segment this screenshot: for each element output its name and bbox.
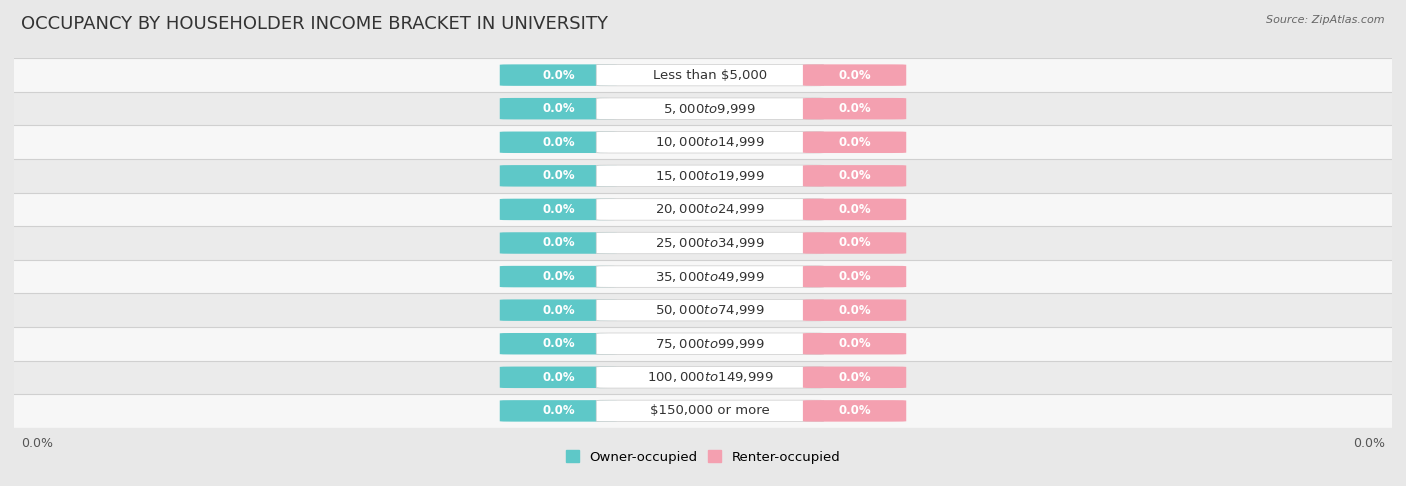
FancyBboxPatch shape	[803, 232, 907, 254]
Bar	[14, 125, 1392, 159]
Text: 0.0%: 0.0%	[838, 102, 870, 115]
Bar	[14, 192, 1392, 226]
Text: 0.0%: 0.0%	[838, 203, 870, 216]
FancyBboxPatch shape	[596, 400, 824, 422]
Text: 0.0%: 0.0%	[541, 404, 575, 417]
FancyBboxPatch shape	[596, 165, 824, 187]
FancyBboxPatch shape	[596, 299, 824, 321]
FancyBboxPatch shape	[803, 132, 907, 153]
FancyBboxPatch shape	[499, 232, 617, 254]
Text: $15,000 to $19,999: $15,000 to $19,999	[655, 169, 765, 183]
Bar	[14, 92, 1392, 125]
FancyBboxPatch shape	[803, 400, 907, 422]
Text: $10,000 to $14,999: $10,000 to $14,999	[655, 135, 765, 149]
Bar	[14, 294, 1392, 327]
FancyBboxPatch shape	[803, 98, 907, 120]
Text: $20,000 to $24,999: $20,000 to $24,999	[655, 203, 765, 216]
Text: Source: ZipAtlas.com: Source: ZipAtlas.com	[1267, 15, 1385, 25]
Text: $25,000 to $34,999: $25,000 to $34,999	[655, 236, 765, 250]
FancyBboxPatch shape	[596, 199, 824, 220]
Text: $50,000 to $74,999: $50,000 to $74,999	[655, 303, 765, 317]
FancyBboxPatch shape	[803, 266, 907, 287]
FancyBboxPatch shape	[499, 165, 617, 187]
FancyBboxPatch shape	[499, 199, 617, 220]
FancyBboxPatch shape	[596, 366, 824, 388]
Bar	[14, 361, 1392, 394]
Text: 0.0%: 0.0%	[838, 270, 870, 283]
FancyBboxPatch shape	[596, 132, 824, 153]
Text: 0.0%: 0.0%	[838, 69, 870, 82]
Text: OCCUPANCY BY HOUSEHOLDER INCOME BRACKET IN UNIVERSITY: OCCUPANCY BY HOUSEHOLDER INCOME BRACKET …	[21, 15, 607, 33]
Text: Less than $5,000: Less than $5,000	[652, 69, 766, 82]
Text: 0.0%: 0.0%	[541, 270, 575, 283]
FancyBboxPatch shape	[596, 64, 824, 86]
FancyBboxPatch shape	[499, 299, 617, 321]
FancyBboxPatch shape	[803, 366, 907, 388]
Text: 0.0%: 0.0%	[541, 136, 575, 149]
FancyBboxPatch shape	[499, 98, 617, 120]
Text: $150,000 or more: $150,000 or more	[650, 404, 769, 417]
Text: 0.0%: 0.0%	[541, 371, 575, 384]
Bar	[14, 327, 1392, 361]
FancyBboxPatch shape	[499, 64, 617, 86]
Bar	[14, 260, 1392, 294]
FancyBboxPatch shape	[499, 132, 617, 153]
Bar	[14, 159, 1392, 192]
Text: 0.0%: 0.0%	[541, 337, 575, 350]
Text: $75,000 to $99,999: $75,000 to $99,999	[655, 337, 765, 351]
FancyBboxPatch shape	[596, 98, 824, 120]
FancyBboxPatch shape	[803, 333, 907, 354]
Text: 0.0%: 0.0%	[21, 436, 53, 450]
Text: 0.0%: 0.0%	[541, 69, 575, 82]
Bar	[14, 58, 1392, 92]
FancyBboxPatch shape	[499, 366, 617, 388]
Text: 0.0%: 0.0%	[838, 337, 870, 350]
Text: 0.0%: 0.0%	[838, 404, 870, 417]
FancyBboxPatch shape	[803, 165, 907, 187]
FancyBboxPatch shape	[499, 400, 617, 422]
FancyBboxPatch shape	[596, 333, 824, 354]
FancyBboxPatch shape	[596, 232, 824, 254]
Text: 0.0%: 0.0%	[1353, 436, 1385, 450]
Text: $100,000 to $149,999: $100,000 to $149,999	[647, 370, 773, 384]
Text: 0.0%: 0.0%	[838, 371, 870, 384]
Text: 0.0%: 0.0%	[541, 237, 575, 249]
FancyBboxPatch shape	[803, 299, 907, 321]
Bar	[14, 394, 1392, 428]
Text: 0.0%: 0.0%	[541, 102, 575, 115]
Text: $35,000 to $49,999: $35,000 to $49,999	[655, 270, 765, 283]
FancyBboxPatch shape	[803, 199, 907, 220]
Bar	[14, 226, 1392, 260]
Text: 0.0%: 0.0%	[541, 304, 575, 317]
FancyBboxPatch shape	[803, 64, 907, 86]
FancyBboxPatch shape	[499, 333, 617, 354]
Legend: Owner-occupied, Renter-occupied: Owner-occupied, Renter-occupied	[560, 445, 846, 469]
Text: 0.0%: 0.0%	[541, 203, 575, 216]
FancyBboxPatch shape	[596, 266, 824, 287]
Text: 0.0%: 0.0%	[838, 237, 870, 249]
FancyBboxPatch shape	[499, 266, 617, 287]
Text: 0.0%: 0.0%	[838, 304, 870, 317]
Text: $5,000 to $9,999: $5,000 to $9,999	[664, 102, 756, 116]
Text: 0.0%: 0.0%	[838, 136, 870, 149]
Text: 0.0%: 0.0%	[541, 169, 575, 182]
Text: 0.0%: 0.0%	[838, 169, 870, 182]
